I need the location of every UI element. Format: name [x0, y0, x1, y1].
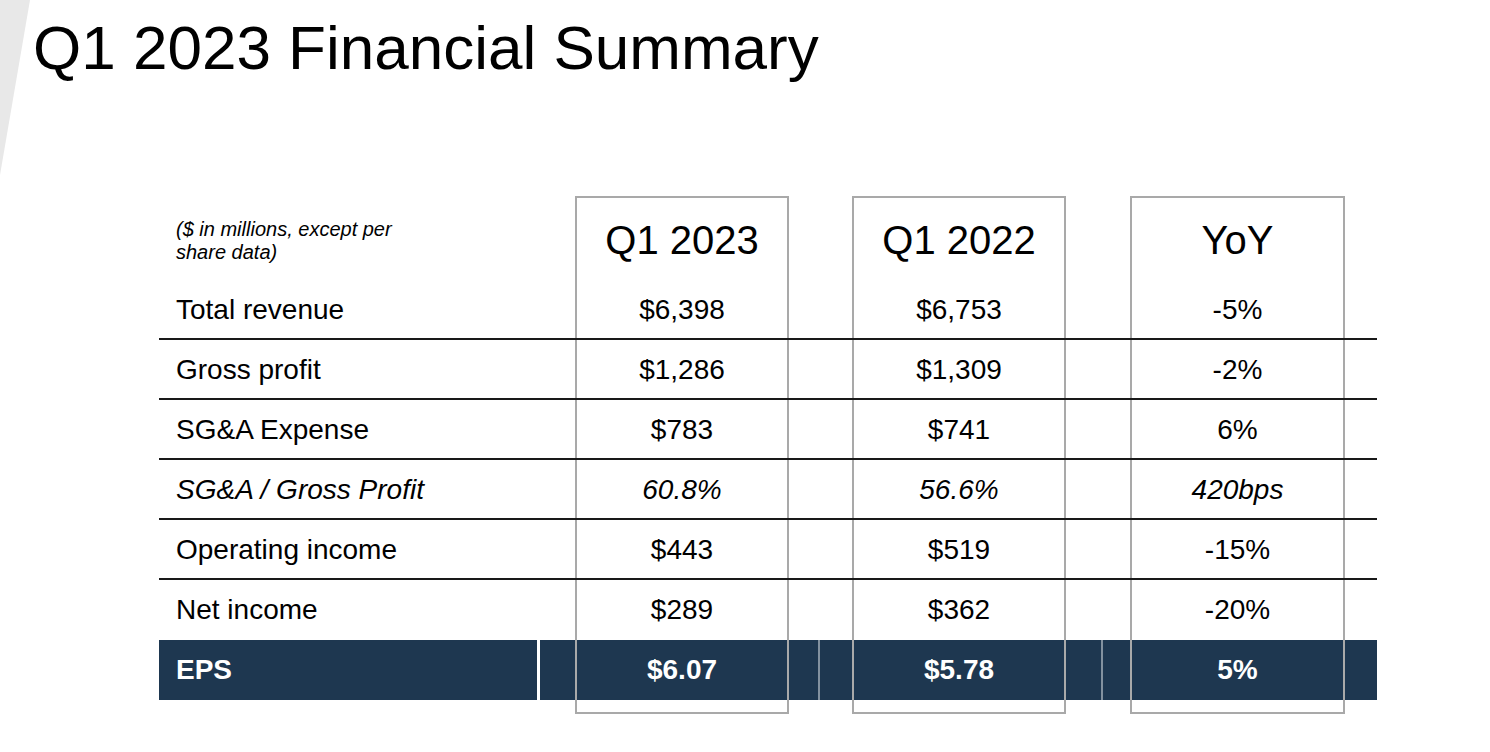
column-header-q1-2023: Q1 2023 [575, 210, 789, 270]
cell-q1-2022: $5.78 [852, 640, 1066, 700]
table-row-gross-profit: Gross profit $1,286 $1,309 -2% [159, 340, 1377, 400]
cell-q1-2023: 60.8% [575, 460, 789, 520]
row-label: Net income [176, 580, 558, 640]
highlight-bar-seam [1101, 640, 1103, 700]
cell-yoy: -15% [1130, 520, 1345, 580]
table-row-sga-gross-profit-ratio: SG&A / Gross Profit 60.8% 56.6% 420bps [159, 460, 1377, 520]
highlight-bar-seam [818, 640, 820, 700]
cell-q1-2022: $6,753 [852, 280, 1066, 340]
cell-q1-2022: $519 [852, 520, 1066, 580]
row-label: SG&A Expense [176, 400, 558, 460]
cell-q1-2023: $6,398 [575, 280, 789, 340]
cell-q1-2023: $783 [575, 400, 789, 460]
page-title: Q1 2023 Financial Summary [33, 11, 819, 85]
row-label: EPS [176, 640, 558, 700]
cell-q1-2023: $443 [575, 520, 789, 580]
cell-q1-2022: $1,309 [852, 340, 1066, 400]
cell-q1-2022: $362 [852, 580, 1066, 640]
cell-yoy: 6% [1130, 400, 1345, 460]
cell-q1-2022: $741 [852, 400, 1066, 460]
cell-yoy: -5% [1130, 280, 1345, 340]
cell-q1-2023: $6.07 [575, 640, 789, 700]
table-row-eps-highlight: EPS $6.07 $5.78 5% [159, 640, 1377, 700]
row-label: SG&A / Gross Profit [176, 460, 558, 520]
column-header-yoy: YoY [1130, 210, 1345, 270]
cell-yoy: -2% [1130, 340, 1345, 400]
cell-q1-2023: $1,286 [575, 340, 789, 400]
row-label: Gross profit [176, 340, 558, 400]
table-row-operating-income: Operating income $443 $519 -15% [159, 520, 1377, 580]
table-row-sga-expense: SG&A Expense $783 $741 6% [159, 400, 1377, 460]
corner-decoration [0, 0, 30, 175]
financial-summary-table: ($ in millions, except per share data) Q… [159, 196, 1377, 714]
cell-yoy: 420bps [1130, 460, 1345, 520]
units-note: ($ in millions, except per share data) [176, 218, 426, 264]
table-row-net-income: Net income $289 $362 -20% [159, 580, 1377, 640]
cell-q1-2023: $289 [575, 580, 789, 640]
cell-yoy: 5% [1130, 640, 1345, 700]
column-header-q1-2022: Q1 2022 [852, 210, 1066, 270]
cell-q1-2022: 56.6% [852, 460, 1066, 520]
row-label: Total revenue [176, 280, 558, 340]
cell-yoy: -20% [1130, 580, 1345, 640]
row-label: Operating income [176, 520, 558, 580]
slide: Q1 2023 Financial Summary ($ in millions… [0, 0, 1490, 752]
table-row-total-revenue: Total revenue $6,398 $6,753 -5% [159, 280, 1377, 340]
